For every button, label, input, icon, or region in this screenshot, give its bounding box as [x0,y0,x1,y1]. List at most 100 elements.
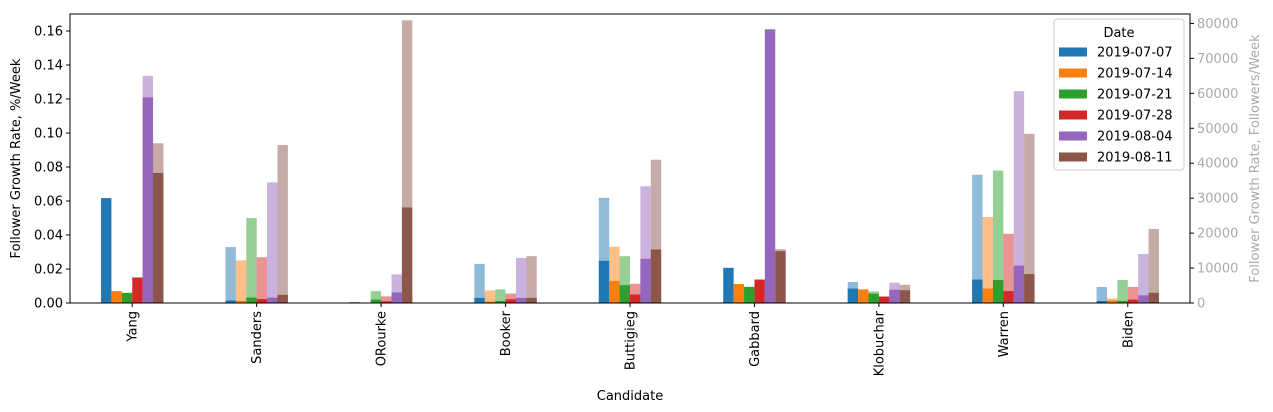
x-tick-label: Yang [126,311,141,343]
bar-pct-2019-08-11-Klobuchar [900,290,910,303]
bar-followers-2019-07-07-Sanders [225,247,235,303]
bar-pct-2019-07-28-Warren [1003,291,1013,303]
legend-swatch [1059,48,1087,57]
bar-pct-2019-07-28-Booker [506,299,516,303]
bar-pct-2019-07-21-Sanders [246,298,256,303]
bar-pct-2019-07-14-Buttigieg [609,281,619,303]
y-left-tick-label: 0.02 [34,263,63,278]
x-tick-label: Buttigieg [624,311,639,370]
y-left-tick-label: 0.14 [34,59,63,74]
bar-followers-2019-08-11-Biden [1149,229,1159,303]
bar-pct-2019-08-11-Booker [526,298,536,303]
legend-label: 2019-07-28 [1097,109,1173,124]
bar-followers-2019-07-21-Biden [1117,280,1127,303]
y-axis-left: 0.00 0.02 0.04 0.06 0.08 0.10 0.12 0.14 0.16 [34,25,70,312]
bar-pct-2019-08-04-Booker [516,298,526,303]
y-left-tick-label: 0.00 [34,297,63,312]
bar-pct-2019-07-21-Warren [993,280,1003,303]
bar-pct-2019-07-21-Gabbard [744,287,754,303]
bar-pct-2019-07-28-Yang [132,278,142,304]
y-axis-right: 0 10000 20000 30000 40000 50000 60000 70000 8000… [1190,17,1238,312]
bar-pct-2019-08-04-ORourke [392,292,402,303]
legend-swatch [1059,69,1087,78]
bar-pct-2019-07-21-Klobuchar [868,294,878,303]
bar-pct-2019-07-28-Klobuchar [879,297,889,303]
x-tick-label: Klobuchar [872,310,887,376]
bar-pct-2019-07-28-Sanders [257,299,267,303]
y-right-tick-label: 50000 [1197,122,1238,137]
bar-pct-2019-08-04-Klobuchar [889,290,899,303]
bar-pct-2019-07-07-Warren [972,280,982,303]
y-right-tick-label: 0 [1197,297,1205,312]
x-tick-label: Sanders [250,311,265,364]
legend-label: 2019-07-14 [1097,67,1173,82]
x-axis: Yang Sanders ORourke Booker Buttigieg Gabbard… [126,303,1137,376]
y-right-tick-label: 30000 [1197,192,1238,207]
bar-pct-2019-08-11-Sanders [277,295,287,303]
y-right-tick-label: 60000 [1197,87,1238,102]
y-left-tick-label: 0.08 [34,161,63,176]
bar-pct-2019-08-04-Sanders [267,298,277,303]
legend-label: 2019-08-11 [1097,151,1173,166]
bar-pct-2019-07-28-Buttigieg [630,295,640,304]
bar-followers-2019-08-11-Booker [526,256,536,303]
y-left-tick-label: 0.04 [34,229,63,244]
legend-swatch [1059,153,1087,162]
y-right-tick-label: 40000 [1197,157,1238,172]
x-tick-label: ORourke [375,311,390,366]
bar-pct-2019-08-11-Warren [1024,274,1034,303]
bar-pct-2019-07-21-ORourke [371,300,381,303]
legend-swatch [1059,132,1087,141]
bar-pct-2019-08-04-Yang [143,97,153,303]
bar-pct-2019-07-07-Yang [101,198,111,303]
bar-pct-2019-07-14-Warren [983,289,993,303]
bar-followers-2019-07-07-Biden [1097,287,1107,303]
bar-pct-2019-08-04-Gabbard [765,29,775,303]
y-right-tick-label: 20000 [1197,227,1238,242]
legend: Date 2019-07-07 2019-07-14 2019-07-21 2019-… [1054,19,1184,170]
bar-pct-2019-08-11-Yang [153,173,163,303]
bar-followers-2019-07-14-Sanders [236,260,246,303]
bar-followers-2019-08-11-Sanders [277,145,287,303]
bar-pct-2019-08-04-Biden [1138,295,1148,303]
bar-pct-2019-08-11-Gabbard [775,251,785,303]
y-axis-label-right: Follower Growth Rate, Followers/Week [1248,34,1263,283]
bar-pct-2019-07-14-Klobuchar [858,290,868,303]
bar-followers-2019-07-21-Booker [495,289,505,303]
bar-pct-2019-07-14-Yang [111,291,121,303]
x-tick-label: Biden [1121,311,1136,348]
bar-pct-2019-07-07-Gabbard [723,268,733,303]
legend-title: Date [1103,26,1134,41]
bar-followers-2019-07-14-Booker [485,290,495,303]
bar-pct-2019-07-07-Booker [474,298,484,303]
y-left-tick-label: 0.12 [34,93,63,108]
legend-label: 2019-08-04 [1097,130,1173,145]
x-tick-label: Booker [499,310,514,356]
bar-followers-2019-07-07-Booker [474,264,484,303]
legend-swatch [1059,90,1087,99]
y-left-tick-label: 0.06 [34,195,63,210]
y-right-tick-label: 80000 [1197,17,1238,32]
y-axis-label-left: Follower Growth Rate, %/Week [9,58,24,258]
bar-pct-2019-07-14-Gabbard [734,284,744,303]
bar-pct-2019-08-11-Biden [1149,293,1159,303]
y-right-tick-label: 70000 [1197,52,1238,67]
bar-pct-2019-07-28-Gabbard [754,280,764,303]
bar-pct-2019-07-21-Yang [122,293,132,303]
legend-swatch [1059,111,1087,120]
bar-pct-2019-07-07-Buttigieg [599,261,609,303]
bar-pct-2019-08-04-Warren [1014,266,1024,303]
x-axis-label: Candidate [597,389,663,404]
bar-followers-2019-07-28-Sanders [257,257,267,303]
bar-pct-2019-08-11-ORourke [402,207,412,303]
bar-pct-2019-07-07-Klobuchar [848,289,858,303]
legend-label: 2019-07-07 [1097,46,1173,61]
y-left-tick-label: 0.10 [34,127,63,142]
bar-followers-2019-07-21-Sanders [246,218,256,303]
legend-label: 2019-07-21 [1097,88,1173,103]
x-tick-label: Warren [997,311,1012,357]
bar-pct-2019-08-11-Buttigieg [651,249,661,303]
x-tick-label: Gabbard [748,311,763,367]
bar-pct-2019-07-21-Buttigieg [620,285,630,303]
